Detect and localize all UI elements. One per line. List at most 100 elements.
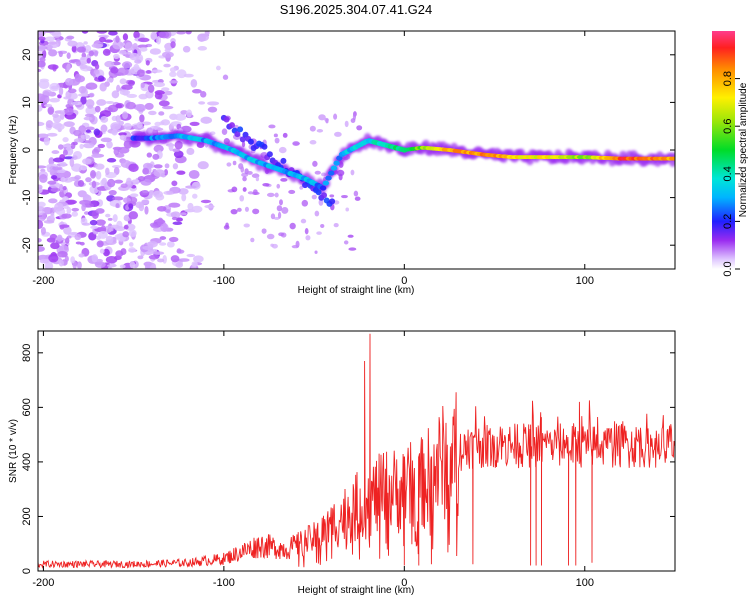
- bottom-x-tick-label: 0: [401, 577, 407, 589]
- noise-blob: [112, 40, 124, 50]
- noise-blob: [129, 260, 136, 269]
- noise-blob: [204, 204, 215, 209]
- noise-blob: [42, 89, 53, 97]
- noise-blob: [85, 106, 97, 116]
- noise-blob: [93, 128, 101, 136]
- noise-blob: [316, 128, 324, 133]
- noise-blob: [186, 109, 193, 118]
- noise-blob: [64, 107, 74, 116]
- noise-blob: [107, 217, 113, 221]
- noise-blob: [128, 247, 136, 253]
- bottom-x-tick-label: 100: [576, 577, 594, 589]
- noise-blob: [192, 255, 204, 263]
- ridge-core: [333, 160, 340, 166]
- noise-blob: [187, 202, 194, 211]
- noise-blob: [81, 31, 89, 34]
- noise-blob: [48, 49, 58, 57]
- ridge-branch: [266, 151, 273, 158]
- noise-blob: [90, 225, 99, 230]
- noise-blob: [120, 159, 132, 168]
- noise-blob: [66, 35, 75, 40]
- noise-blob: [119, 89, 131, 96]
- noise-blob: [197, 161, 209, 170]
- noise-blob: [299, 186, 304, 190]
- noise-blob: [107, 266, 113, 269]
- noise-blob: [67, 40, 78, 47]
- noise-blob: [191, 205, 203, 213]
- noise-blob: [65, 78, 74, 86]
- noise-blob: [93, 69, 100, 75]
- bottom-x-tick-label: -200: [32, 577, 54, 589]
- noise-blob: [83, 193, 90, 199]
- noise-blob: [128, 211, 139, 220]
- noise-blob: [145, 60, 150, 66]
- noise-blob: [163, 63, 171, 68]
- noise-blob: [165, 209, 171, 214]
- noise-blob: [106, 140, 113, 149]
- noise-blob: [161, 87, 170, 92]
- noise-blob: [309, 125, 316, 132]
- noise-blob: [104, 39, 113, 43]
- noise-blob: [88, 92, 95, 98]
- noise-blob: [200, 116, 213, 124]
- noise-blob: [124, 42, 134, 51]
- noise-blob: [164, 48, 171, 53]
- noise-blob: [255, 176, 260, 182]
- noise-blob: [191, 261, 198, 267]
- noise-blob: [62, 137, 69, 143]
- noise-blob: [309, 140, 317, 145]
- noise-blob: [176, 31, 186, 35]
- noise-blob: [123, 122, 132, 130]
- noise-blob: [95, 163, 105, 170]
- noise-blob: [333, 113, 338, 120]
- noise-blob: [58, 87, 64, 96]
- noise-blob: [38, 68, 42, 73]
- noise-blob: [151, 69, 163, 73]
- noise-blob: [230, 208, 238, 215]
- noise-blob: [146, 152, 153, 158]
- noise-blob: [163, 90, 173, 96]
- noise-blob: [246, 170, 253, 175]
- noise-blob: [105, 50, 111, 54]
- noise-blob: [99, 36, 106, 43]
- noise-blob: [343, 240, 349, 245]
- noise-blob: [169, 80, 179, 84]
- noise-blob: [236, 207, 242, 212]
- noise-blob: [127, 80, 135, 86]
- noise-blob: [62, 149, 68, 156]
- noise-blob: [98, 230, 108, 239]
- noise-blob: [166, 190, 174, 195]
- noise-blob: [250, 237, 255, 243]
- top-y-tick-label: 0: [21, 147, 33, 153]
- ridge-branch: [261, 143, 268, 150]
- noise-blob: [288, 189, 296, 195]
- noise-blob: [268, 124, 276, 129]
- noise-blob: [79, 143, 84, 150]
- noise-blob: [168, 142, 174, 152]
- noise-blob: [274, 192, 279, 198]
- noise-blob: [69, 158, 75, 167]
- noise-blob: [38, 104, 43, 112]
- top-x-tick-label: -100: [213, 275, 235, 287]
- noise-blob: [292, 142, 300, 146]
- noise-blob: [182, 45, 191, 53]
- ridge-core: [325, 175, 332, 181]
- noise-blob: [159, 236, 167, 240]
- noise-blob: [333, 222, 339, 228]
- noise-blob: [42, 49, 47, 59]
- colorbar-tick-label: 0.2: [722, 214, 734, 229]
- noise-blob: [52, 166, 63, 171]
- noise-blob: [44, 36, 56, 42]
- noise-blob: [180, 110, 188, 115]
- noise-blob: [215, 65, 221, 71]
- bottom-x-axis-title: Height of straight line (km): [298, 585, 415, 596]
- noise-blob: [38, 79, 50, 89]
- noise-blob: [68, 59, 76, 64]
- top-y-tick-label: -20: [21, 237, 33, 253]
- noise-blob: [85, 126, 95, 131]
- noise-blob: [266, 233, 275, 240]
- noise-blob: [112, 214, 118, 222]
